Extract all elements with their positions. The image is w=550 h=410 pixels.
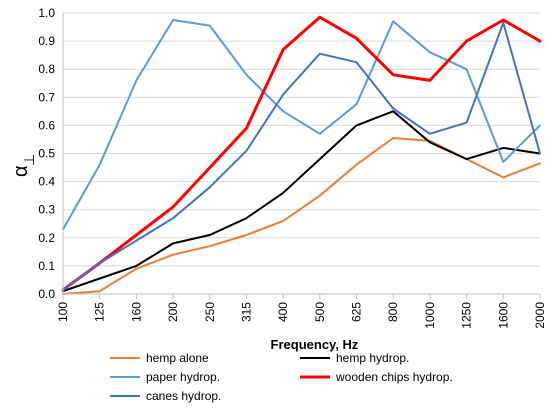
y-tick-label: 0.2 <box>38 231 55 245</box>
x-tick-labels: 100 125 160 200 250 315 400 500 625 800 1000 1250 16… <box>56 302 547 329</box>
y-tick-label: 0.5 <box>38 147 55 161</box>
x-tick-label: 1250 <box>460 302 474 329</box>
x-tick-label: 250 <box>203 302 217 322</box>
y-axis-subscript: ⊥ <box>21 154 37 166</box>
axes <box>62 13 541 299</box>
x-tick-label: 125 <box>93 302 107 322</box>
x-tick-label: 315 <box>239 302 253 322</box>
legend-item: hemp alone <box>110 351 209 365</box>
legend-label: paper hydrop. <box>146 370 220 384</box>
x-tick-label: 500 <box>313 302 327 322</box>
legend-label: hemp hydrop. <box>336 351 409 365</box>
legend-label: canes hydrop. <box>146 389 221 403</box>
x-tick-label: 2000 <box>533 302 547 329</box>
series-line-2 <box>62 110 541 293</box>
y-tick-label: 0.8 <box>38 62 55 76</box>
y-tick-label: 0.0 <box>38 287 55 301</box>
series-lines <box>61 15 542 295</box>
y-tick-label: 1.0 <box>38 6 55 20</box>
legend-item: paper hydrop. <box>110 370 220 384</box>
x-tick-label: 1000 <box>423 302 437 329</box>
gridlines <box>63 12 540 295</box>
y-tick-label: 0.1 <box>38 259 55 273</box>
legend-label: wooden chips hydrop. <box>335 370 453 384</box>
y-axis-title: α ⊥ <box>10 154 37 177</box>
y-axis-symbol: α <box>10 165 32 177</box>
legend-item: canes hydrop. <box>110 389 221 403</box>
legend: hemp alone hemp hydrop. paper hydrop. woode… <box>110 351 453 403</box>
legend-label: hemp alone <box>146 351 209 365</box>
x-tick-label: 100 <box>56 302 70 322</box>
x-tick-label: 625 <box>350 302 364 322</box>
x-tick-label: 1600 <box>496 302 510 329</box>
series-line-1 <box>62 137 541 295</box>
y-tick-label: 0.3 <box>38 203 55 217</box>
y-tick-label: 0.6 <box>38 118 55 132</box>
legend-item: hemp hydrop. <box>300 351 409 365</box>
series-line-3 <box>62 19 541 231</box>
y-tick-label: 0.4 <box>38 175 55 189</box>
series-line-5 <box>62 21 541 291</box>
legend-item: wooden chips hydrop. <box>300 370 453 384</box>
x-tick-label: 800 <box>386 302 400 322</box>
y-tick-labels: 0.0 0.1 0.2 0.3 0.4 0.5 0.6 0.7 0.8 0.9 1.0 <box>38 6 55 301</box>
series-line-4 <box>61 15 542 292</box>
x-tick-label: 200 <box>166 302 180 322</box>
y-tick-label: 0.7 <box>38 90 55 104</box>
x-tick-label: 400 <box>276 302 290 322</box>
y-tick-label: 0.9 <box>38 34 55 48</box>
x-tick-label: 160 <box>129 302 143 322</box>
x-axis-title: Frequency, Hz <box>271 337 359 352</box>
